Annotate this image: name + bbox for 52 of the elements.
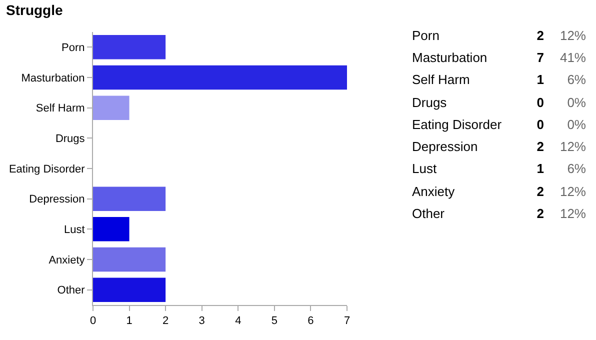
text: Depression <box>412 138 479 156</box>
text: 7 <box>536 48 544 67</box>
text: 2 <box>536 138 544 156</box>
bar <box>93 217 130 242</box>
text: 0% <box>566 116 586 134</box>
text: 0 <box>536 116 544 134</box>
x-tick-label: 6 <box>308 315 314 328</box>
y-tick-label: Other <box>57 284 86 297</box>
text: Anxiety <box>412 182 456 201</box>
text: 1 <box>536 71 544 90</box>
text: Porn <box>412 26 440 45</box>
text: Eating Disorder <box>412 116 503 134</box>
text: 6% <box>566 71 586 90</box>
text: 12% <box>558 26 586 45</box>
bar <box>93 278 166 302</box>
x-tick-label: 4 <box>235 315 242 328</box>
text: 2 <box>536 182 544 201</box>
x-tick-label: 5 <box>271 315 278 328</box>
text: Other <box>412 205 446 224</box>
bar <box>93 35 166 60</box>
text: 12% <box>558 138 586 156</box>
text: 6% <box>566 160 586 178</box>
text: 2 <box>536 26 544 45</box>
text: Drugs <box>412 94 448 112</box>
x-tick-label: 7 <box>344 315 350 328</box>
y-tick-label: Eating Disorder <box>8 163 86 176</box>
bar <box>93 96 130 120</box>
bar <box>93 65 347 90</box>
y-tick-label: Depression <box>29 194 85 206</box>
x-tick-label: 1 <box>126 315 132 328</box>
text: 0% <box>566 94 586 112</box>
text: Masturbation <box>412 48 488 67</box>
x-tick-label: 2 <box>162 315 169 328</box>
text: 0 <box>536 94 544 112</box>
y-tick-label: Lust <box>64 224 85 236</box>
y-tick-label: Drugs <box>55 133 86 146</box>
y-tick-label: Self Harm <box>36 102 85 115</box>
text: Lust <box>412 160 438 178</box>
text: Self Harm <box>412 71 471 90</box>
y-tick-label: Anxiety <box>48 254 86 266</box>
chart-title: Struggle <box>6 2 63 18</box>
bar <box>93 247 166 272</box>
x-tick-label: 0 <box>90 315 96 328</box>
text: 1 <box>536 160 544 178</box>
bar <box>93 186 166 211</box>
x-tick-label: 3 <box>198 315 205 328</box>
y-tick-label: Masturbation <box>21 72 85 84</box>
y-tick-label: Porn <box>62 42 85 54</box>
text: 12% <box>558 182 586 201</box>
text: 2 <box>536 205 544 224</box>
text: 12% <box>558 205 586 224</box>
text: 41% <box>558 48 586 67</box>
